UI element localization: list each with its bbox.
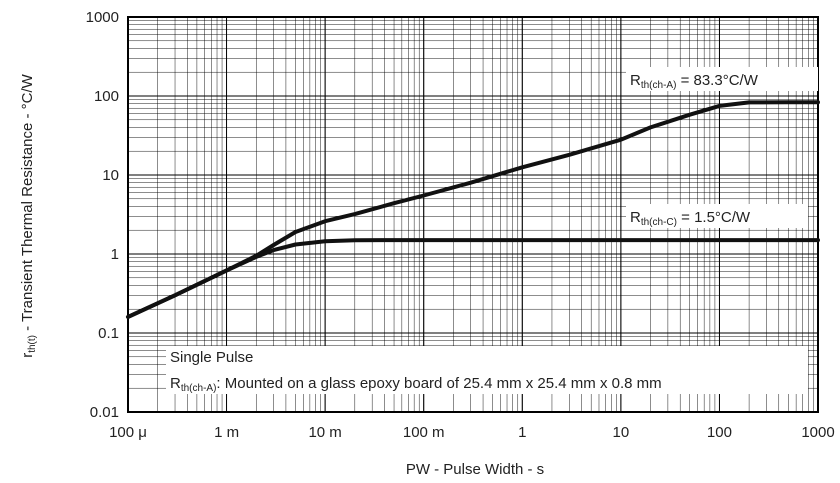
plot-frame	[127, 16, 819, 413]
x-tick-label: 10 m	[308, 424, 341, 441]
x-tick-label: 1000	[801, 424, 834, 441]
x-tick-label: 100 m	[403, 424, 445, 441]
y-tick-labels: 0.01 0.1 1 10 100 1000	[86, 9, 119, 421]
y-tick-label: 100	[94, 88, 119, 105]
note-bg	[166, 346, 808, 394]
cc-label-bg	[626, 204, 808, 228]
y-tick-label: 10	[102, 167, 119, 184]
y-axis-label: rth(t) - Transient Thermal Resistance - …	[19, 73, 38, 357]
x-tick-label: 100 μ	[109, 424, 147, 441]
note-mounting: Rth(ch-A): Mounted on a glass epoxy boar…	[170, 375, 662, 394]
y-tick-label: 1	[111, 246, 119, 263]
x-tick-label: 10	[613, 424, 630, 441]
series-line-ch-c	[126, 238, 820, 319]
x-tick-label: 100	[707, 424, 732, 441]
x-tick-label: 1	[518, 424, 526, 441]
note-single-pulse: Single Pulse	[170, 349, 253, 366]
x-tick-labels: 100 μ 1 m 10 m 100 m 1 10 100 1000	[109, 424, 835, 441]
y-tick-label: 1000	[86, 9, 119, 26]
series-label-ch-a: Rth(ch-A) = 83.3°C/W	[630, 72, 759, 91]
series-label-ch-c: Rth(ch-C) = 1.5°C/W	[630, 209, 751, 228]
y-tick-label: 0.1	[98, 325, 119, 342]
series-lines	[126, 100, 820, 319]
x-axis-label: PW - Pulse Width - s	[406, 461, 544, 478]
y-tick-label: 0.01	[90, 404, 119, 421]
x-tick-label: 1 m	[214, 424, 239, 441]
ca-label-bg	[626, 67, 818, 91]
